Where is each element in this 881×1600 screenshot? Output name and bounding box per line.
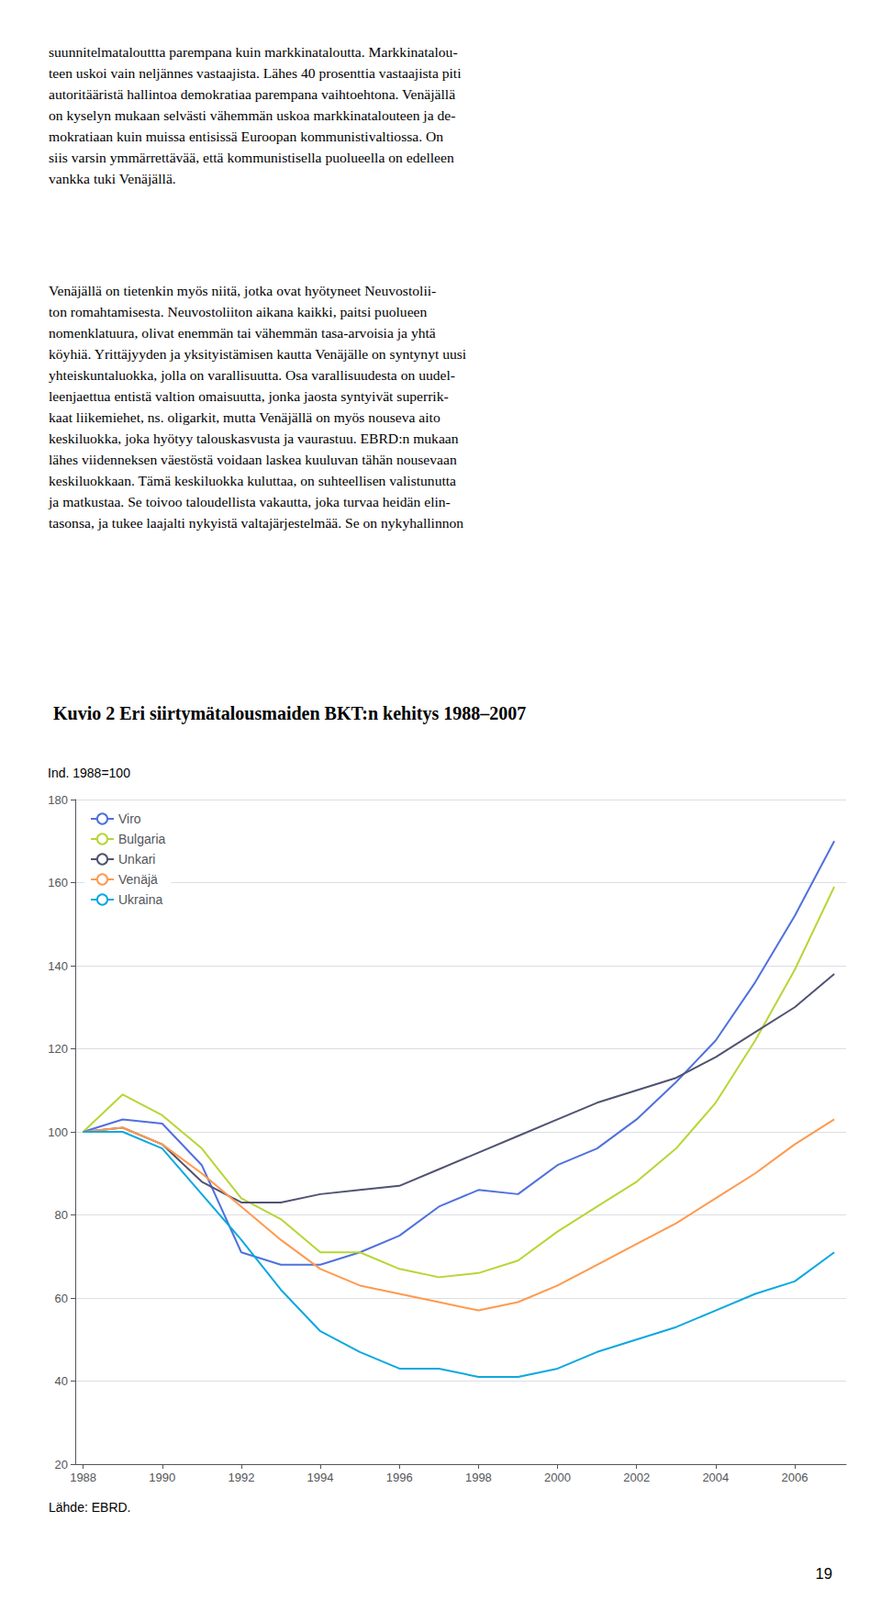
svg-text:Unkari: Unkari xyxy=(118,851,156,867)
svg-text:vankka tuki Venäjällä.: vankka tuki Venäjällä. xyxy=(48,170,177,187)
svg-text:120: 120 xyxy=(47,1041,68,1056)
svg-text:2000: 2000 xyxy=(544,1470,571,1484)
svg-text:100: 100 xyxy=(47,1125,68,1139)
svg-text:Lähde: EBRD.: Lähde: EBRD. xyxy=(48,1499,132,1515)
svg-text:1992: 1992 xyxy=(227,1470,255,1484)
svg-text:leenjaettua entistä valtion om: leenjaettua entistä valtion omaisuutta, … xyxy=(48,388,449,404)
svg-text:teen uskoi vain neljännes vast: teen uskoi vain neljännes vastaajista. L… xyxy=(48,65,462,81)
svg-text:köyhiä. Yrittäjyyden ja yksity: köyhiä. Yrittäjyyden ja yksityistämisen … xyxy=(48,345,468,362)
svg-text:ton romahtamisesta. Neuvostoli: ton romahtamisesta. Neuvostoliiton aikan… xyxy=(48,303,427,320)
svg-text:2002: 2002 xyxy=(623,1470,650,1484)
svg-text:180: 180 xyxy=(47,792,68,807)
svg-text:keskiluokka, joka hyötyy talou: keskiluokka, joka hyötyy talouskasvusta … xyxy=(48,430,459,447)
svg-text:yhteiskuntaluokka, jolla on va: yhteiskuntaluokka, jolla on varallisuutt… xyxy=(48,367,456,383)
svg-text:kaat liikemiehet, ns. oligarki: kaat liikemiehet, ns. oligarkit, mutta V… xyxy=(48,409,441,425)
svg-text:ja matkustaa. Se toivoo taloud: ja matkustaa. Se toivoo taloudellista va… xyxy=(47,493,451,510)
svg-text:20: 20 xyxy=(55,1457,68,1472)
svg-text:Venäjä: Venäjä xyxy=(118,871,158,887)
svg-text:keskiluokkaan. Tämä keskiluokk: keskiluokkaan. Tämä keskiluokka kuluttaa… xyxy=(48,472,457,489)
svg-text:60: 60 xyxy=(55,1291,68,1305)
svg-text:lähes viidenneksen väestöstä v: lähes viidenneksen väestöstä voidaan las… xyxy=(48,451,458,468)
svg-text:nomenklatuura, olivat enemmän: nomenklatuura, olivat enemmän tai vähemm… xyxy=(48,324,436,341)
svg-text:1996: 1996 xyxy=(386,1470,413,1484)
svg-text:tasonsa, ja tukee laajalti nyk: tasonsa, ja tukee laajalti nykyistä valt… xyxy=(48,514,464,531)
svg-text:Kuvio 2 Eri siirtymätalousmaid: Kuvio 2 Eri siirtymätalousmaiden BKT:n k… xyxy=(53,702,526,725)
svg-text:1988: 1988 xyxy=(69,1470,97,1484)
svg-text:40: 40 xyxy=(55,1373,68,1388)
svg-text:1994: 1994 xyxy=(307,1470,335,1484)
svg-text:140: 140 xyxy=(47,959,68,973)
svg-text:Bulgaria: Bulgaria xyxy=(118,831,167,847)
svg-text:mokratiaan kuin muissa entisis: mokratiaan kuin muissa entisissä Euroopa… xyxy=(48,128,444,145)
svg-text:160: 160 xyxy=(47,875,68,890)
svg-text:1998: 1998 xyxy=(465,1470,492,1484)
svg-text:19: 19 xyxy=(815,1564,833,1583)
svg-text:2006: 2006 xyxy=(781,1470,809,1484)
svg-text:Ind. 1988=100: Ind. 1988=100 xyxy=(47,765,131,781)
svg-text:1990: 1990 xyxy=(148,1470,176,1484)
svg-text:Ukraina: Ukraina xyxy=(118,892,163,907)
svg-text:2004: 2004 xyxy=(702,1470,729,1484)
svg-text:Viro: Viro xyxy=(118,811,142,826)
svg-text:suunnitelmatalouttta parempana: suunnitelmatalouttta parempana kuin mark… xyxy=(48,44,458,60)
svg-text:80: 80 xyxy=(55,1207,68,1222)
svg-text:Venäjällä on tietenkin myös ni: Venäjällä on tietenkin myös niitä, jotka… xyxy=(48,282,436,299)
svg-text:on kyselyn mukaan selvästi väh: on kyselyn mukaan selvästi vähemmän usko… xyxy=(48,107,456,123)
svg-text:autoritääristä hallintoa demok: autoritääristä hallintoa demokratiaa par… xyxy=(48,86,456,102)
svg-text:siis varsin ymmärrettävää, ett: siis varsin ymmärrettävää, että kommunis… xyxy=(48,149,455,166)
